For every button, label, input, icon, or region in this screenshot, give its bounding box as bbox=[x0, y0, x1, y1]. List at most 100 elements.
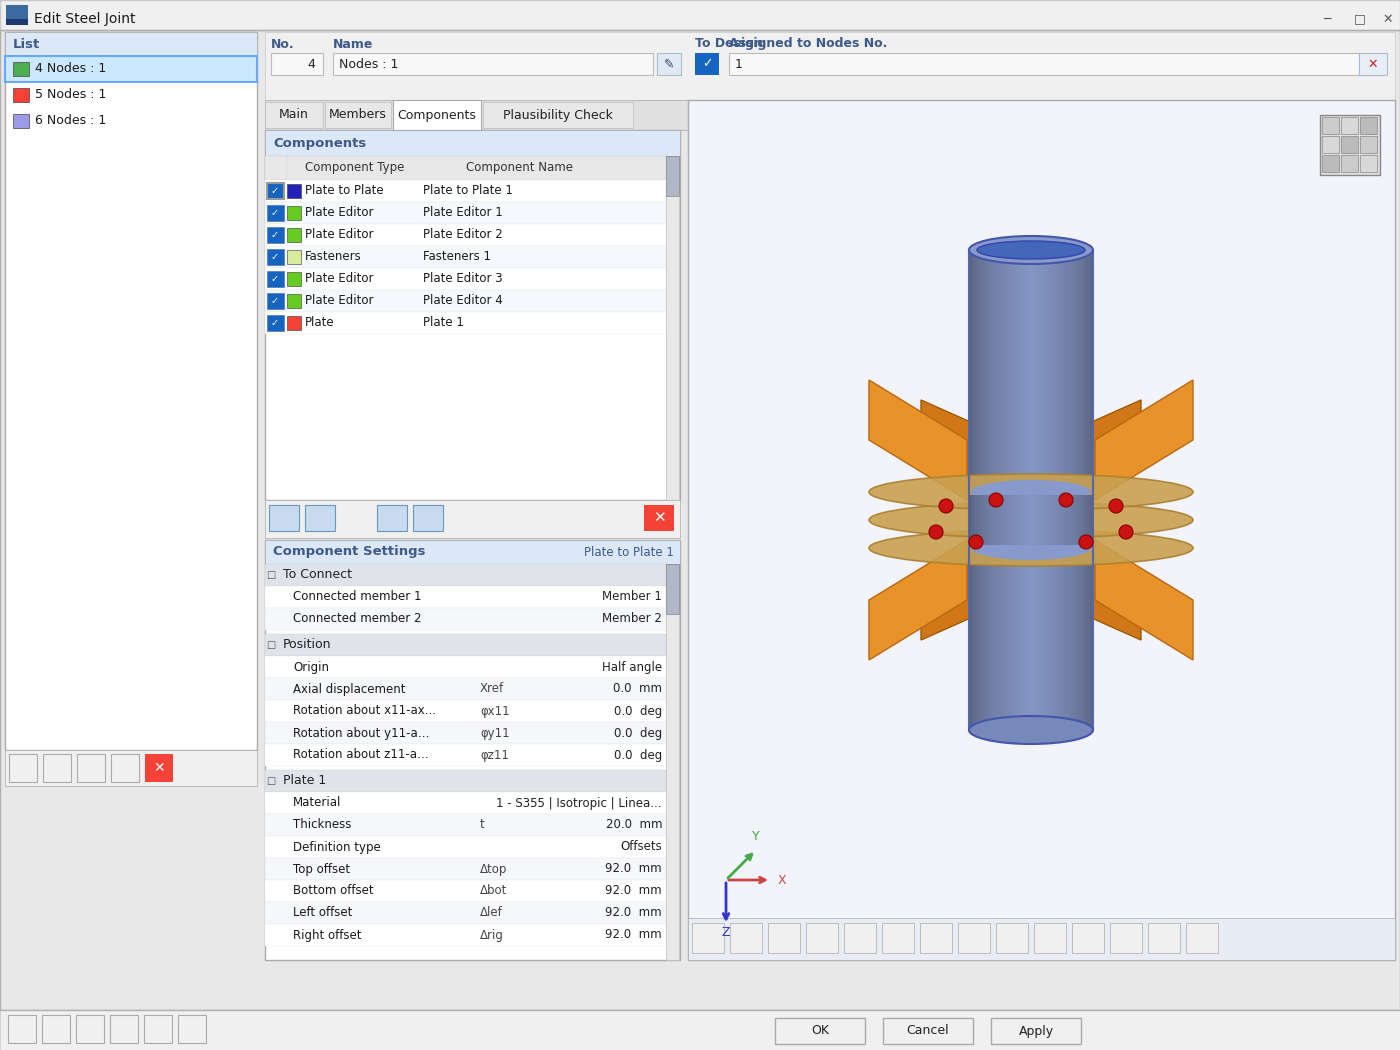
FancyBboxPatch shape bbox=[287, 316, 301, 330]
FancyBboxPatch shape bbox=[687, 100, 1394, 960]
Text: Definition type: Definition type bbox=[293, 840, 381, 854]
FancyBboxPatch shape bbox=[265, 156, 287, 180]
Text: Rotation about x11-ax...: Rotation about x11-ax... bbox=[293, 705, 435, 717]
Circle shape bbox=[930, 525, 944, 539]
Text: ✓: ✓ bbox=[272, 208, 279, 218]
Text: Main: Main bbox=[279, 108, 309, 122]
Text: Position: Position bbox=[283, 638, 332, 651]
FancyBboxPatch shape bbox=[265, 246, 666, 268]
FancyBboxPatch shape bbox=[287, 272, 301, 286]
FancyBboxPatch shape bbox=[272, 52, 323, 75]
FancyBboxPatch shape bbox=[0, 1010, 1400, 1050]
FancyBboxPatch shape bbox=[269, 505, 300, 531]
FancyBboxPatch shape bbox=[1035, 923, 1065, 953]
Ellipse shape bbox=[977, 242, 1085, 259]
Text: φx11: φx11 bbox=[480, 705, 510, 717]
Text: 0.0  deg: 0.0 deg bbox=[613, 749, 662, 761]
Text: 1: 1 bbox=[735, 58, 743, 70]
FancyBboxPatch shape bbox=[265, 180, 666, 202]
Text: ✓: ✓ bbox=[272, 296, 279, 306]
Text: 92.0  mm: 92.0 mm bbox=[605, 906, 662, 920]
FancyBboxPatch shape bbox=[776, 1018, 865, 1044]
FancyBboxPatch shape bbox=[666, 564, 679, 960]
FancyBboxPatch shape bbox=[882, 923, 914, 953]
FancyBboxPatch shape bbox=[6, 19, 28, 25]
FancyBboxPatch shape bbox=[325, 102, 391, 128]
Text: List: List bbox=[13, 38, 41, 50]
FancyBboxPatch shape bbox=[178, 1015, 206, 1043]
Text: No.: No. bbox=[272, 38, 294, 50]
FancyBboxPatch shape bbox=[111, 754, 139, 782]
FancyBboxPatch shape bbox=[333, 52, 652, 75]
FancyBboxPatch shape bbox=[76, 1015, 104, 1043]
FancyBboxPatch shape bbox=[8, 754, 36, 782]
Circle shape bbox=[1119, 525, 1133, 539]
FancyBboxPatch shape bbox=[265, 678, 666, 700]
Text: ✓: ✓ bbox=[272, 186, 279, 196]
Ellipse shape bbox=[972, 536, 1091, 560]
FancyBboxPatch shape bbox=[769, 923, 799, 953]
Circle shape bbox=[939, 499, 953, 513]
Polygon shape bbox=[869, 540, 967, 660]
Text: Y: Y bbox=[752, 830, 760, 843]
FancyBboxPatch shape bbox=[265, 290, 666, 312]
Ellipse shape bbox=[869, 474, 1193, 510]
FancyBboxPatch shape bbox=[6, 750, 258, 786]
Text: □: □ bbox=[266, 776, 276, 786]
Text: φy11: φy11 bbox=[480, 727, 510, 739]
FancyBboxPatch shape bbox=[1341, 136, 1358, 153]
Text: Plate to Plate 1: Plate to Plate 1 bbox=[423, 185, 512, 197]
FancyBboxPatch shape bbox=[265, 564, 666, 586]
FancyBboxPatch shape bbox=[483, 102, 633, 128]
FancyBboxPatch shape bbox=[692, 923, 724, 953]
Text: Axial displacement: Axial displacement bbox=[293, 682, 406, 695]
FancyBboxPatch shape bbox=[144, 1015, 172, 1043]
FancyBboxPatch shape bbox=[0, 0, 1400, 30]
Text: 0.0  mm: 0.0 mm bbox=[613, 682, 662, 695]
Text: Rotation about y11-a…: Rotation about y11-a… bbox=[293, 727, 430, 739]
Polygon shape bbox=[869, 380, 967, 500]
Circle shape bbox=[969, 536, 983, 549]
Polygon shape bbox=[1051, 540, 1141, 640]
FancyBboxPatch shape bbox=[844, 923, 876, 953]
Text: Left offset: Left offset bbox=[293, 906, 353, 920]
Text: X: X bbox=[778, 874, 787, 886]
FancyBboxPatch shape bbox=[265, 32, 1394, 100]
FancyBboxPatch shape bbox=[1359, 52, 1387, 75]
Text: Thickness: Thickness bbox=[293, 819, 351, 832]
Text: Xref: Xref bbox=[480, 682, 504, 695]
Text: Name: Name bbox=[333, 38, 374, 50]
FancyBboxPatch shape bbox=[1322, 155, 1338, 172]
FancyBboxPatch shape bbox=[265, 130, 680, 500]
Text: Origin: Origin bbox=[293, 660, 329, 673]
Text: ✕: ✕ bbox=[153, 761, 165, 775]
Text: Δtop: Δtop bbox=[480, 862, 507, 876]
Text: Plate Editor 3: Plate Editor 3 bbox=[423, 273, 503, 286]
FancyBboxPatch shape bbox=[806, 923, 839, 953]
Text: Rotation about z11-a…: Rotation about z11-a… bbox=[293, 749, 428, 761]
Circle shape bbox=[1058, 494, 1072, 507]
FancyBboxPatch shape bbox=[267, 227, 284, 243]
Text: ─: ─ bbox=[1323, 13, 1331, 25]
FancyBboxPatch shape bbox=[1341, 117, 1358, 134]
Text: 0.0  deg: 0.0 deg bbox=[613, 727, 662, 739]
FancyBboxPatch shape bbox=[265, 586, 666, 608]
Text: Δbot: Δbot bbox=[480, 884, 507, 898]
FancyBboxPatch shape bbox=[0, 30, 1400, 1010]
FancyBboxPatch shape bbox=[1072, 923, 1105, 953]
FancyBboxPatch shape bbox=[13, 88, 29, 102]
Text: Fasteners 1: Fasteners 1 bbox=[423, 251, 491, 264]
FancyBboxPatch shape bbox=[265, 100, 1394, 130]
FancyBboxPatch shape bbox=[6, 32, 258, 56]
FancyBboxPatch shape bbox=[42, 1015, 70, 1043]
Text: 92.0  mm: 92.0 mm bbox=[605, 862, 662, 876]
Text: Plate to Plate 1: Plate to Plate 1 bbox=[584, 546, 673, 559]
Text: Fasteners: Fasteners bbox=[305, 251, 361, 264]
FancyBboxPatch shape bbox=[265, 130, 680, 156]
Circle shape bbox=[1109, 499, 1123, 513]
Text: Plate 1: Plate 1 bbox=[283, 775, 326, 788]
Text: φz11: φz11 bbox=[480, 749, 508, 761]
Text: 4 Nodes : 1: 4 Nodes : 1 bbox=[35, 63, 106, 76]
Text: Bottom offset: Bottom offset bbox=[293, 884, 374, 898]
FancyBboxPatch shape bbox=[377, 505, 407, 531]
